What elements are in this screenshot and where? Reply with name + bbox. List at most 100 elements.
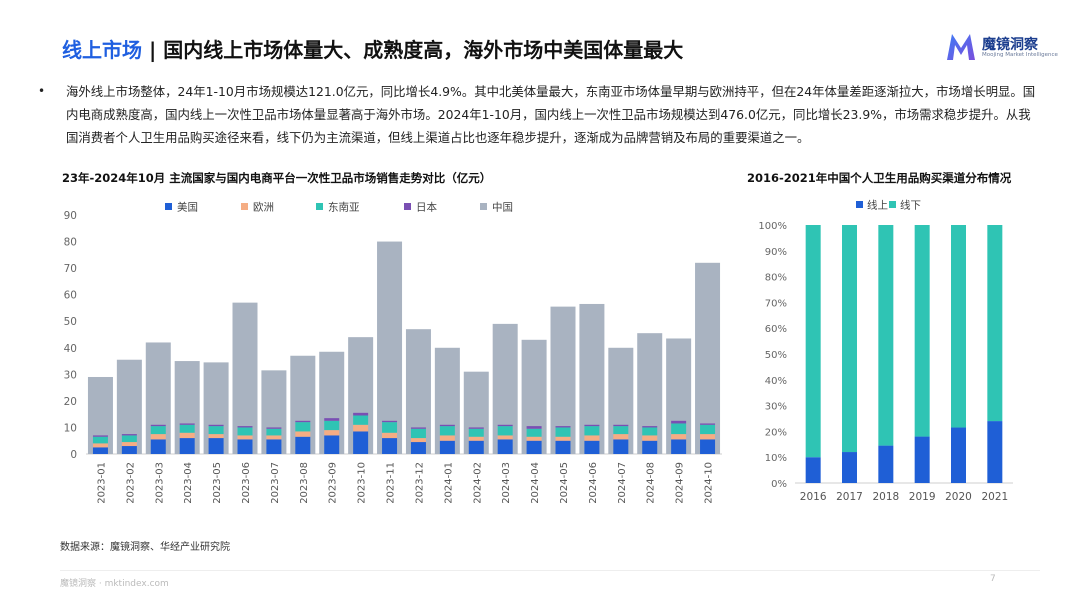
footer-text: 魔镜洞察 · mktindex.com [60, 579, 169, 589]
bar-美国 [555, 440, 571, 454]
x-tick-label: 2024-01 [443, 462, 454, 504]
y-tick-label: 30 [64, 369, 77, 381]
bar-东南亚 [584, 426, 600, 436]
bar-东南亚 [410, 428, 426, 439]
bar-日本 [295, 420, 311, 423]
bar-日本 [671, 420, 687, 424]
x-tick-label: 2017 [836, 491, 863, 503]
x-tick-label: 2023-02 [125, 462, 136, 504]
legend-swatch [856, 201, 863, 208]
data-source: 数据来源：魔镜洞察、华经产业研究院 [60, 542, 230, 553]
bar-欧洲 [266, 435, 282, 440]
x-tick-label: 2023-04 [183, 462, 194, 504]
bar-欧洲 [642, 435, 658, 441]
bar-日本 [121, 434, 137, 436]
legend-swatch [480, 203, 487, 210]
bar-欧洲 [497, 435, 513, 440]
bar-日本 [237, 426, 253, 428]
x-tick-label: 2024-08 [646, 462, 657, 504]
bar-日本 [468, 427, 484, 429]
bar-日本 [613, 424, 629, 427]
y-tick-label: 10 [64, 422, 77, 434]
legend-label: 中国 [492, 201, 513, 214]
legend-swatch [241, 203, 248, 210]
bar-欧洲 [92, 443, 108, 448]
x-tick-label: 2023-03 [154, 462, 165, 504]
bar-美国 [613, 439, 629, 454]
bar-china [377, 241, 403, 454]
bar-线下 [805, 225, 821, 458]
bar-欧洲 [150, 434, 166, 440]
y-tick-label: 80 [64, 237, 77, 249]
chart2-title: 2016-2021年中国个人卫生用品购买渠道分布情况 [747, 171, 1012, 185]
bar-东南亚 [468, 428, 484, 437]
bar-线上 [951, 427, 966, 483]
x-tick-label: 2024-03 [501, 462, 512, 504]
bar-欧洲 [295, 431, 311, 437]
bar-欧洲 [613, 434, 629, 440]
title-text: 国内线上市场体量大、成熟度高，海外市场中美国体量最大 [163, 38, 684, 62]
y-tick-label: 60% [765, 324, 787, 335]
bar-欧洲 [700, 434, 716, 440]
x-tick-label: 2020 [945, 491, 972, 503]
bar-美国 [208, 438, 224, 454]
y-tick-label: 10% [765, 453, 787, 464]
x-tick-label: 2018 [872, 491, 899, 503]
bar-东南亚 [700, 424, 716, 435]
bar-美国 [468, 440, 484, 454]
bar-线上 [987, 421, 1003, 483]
y-tick-label: 30% [765, 402, 787, 413]
bar-日本 [150, 424, 166, 427]
logo-tagline: Moojing Market Intelligence [982, 52, 1058, 58]
bar-日本 [642, 426, 658, 428]
bar-欧洲 [324, 430, 340, 436]
legend-swatch [889, 201, 896, 208]
y-tick-label: 90 [64, 210, 77, 222]
bar-线上 [878, 445, 894, 483]
bar-日本 [324, 418, 340, 421]
y-tick-label: 50 [64, 316, 77, 328]
bar-美国 [700, 439, 716, 454]
bar-欧洲 [353, 424, 369, 432]
bar-线下 [951, 225, 966, 428]
bar-东南亚 [266, 428, 282, 436]
y-tick-label: 80% [765, 273, 787, 284]
y-tick-label: 20 [64, 396, 77, 408]
bar-东南亚 [353, 415, 369, 425]
y-tick-label: 70 [64, 263, 77, 275]
title-highlight: 线上市场 [62, 38, 142, 62]
bar-美国 [410, 442, 426, 454]
bar-日本 [700, 423, 716, 425]
bar-东南亚 [237, 427, 253, 436]
bar-线下 [914, 225, 930, 437]
bar-欧洲 [410, 438, 426, 443]
bar-美国 [121, 446, 137, 454]
chart1-title: 23年-2024年10月 主流国家与国内电商平台一次性卫品市场销售走势对比（亿元… [62, 171, 492, 185]
bar-日本 [92, 435, 108, 437]
bar-东南亚 [613, 426, 629, 435]
bar-东南亚 [179, 424, 195, 433]
bar-美国 [324, 435, 340, 454]
bar-东南亚 [526, 428, 542, 437]
x-tick-label: 2024-09 [675, 462, 686, 504]
x-tick-label: 2016 [800, 491, 827, 503]
legend-swatch [165, 203, 172, 210]
bar-美国 [237, 439, 253, 454]
y-tick-label: 0 [70, 449, 77, 461]
bar-美国 [92, 447, 108, 454]
bar-欧洲 [584, 435, 600, 441]
x-tick-label: 2023-11 [386, 462, 397, 504]
bar-欧洲 [439, 435, 455, 441]
y-tick-label: 20% [765, 427, 787, 438]
legend-label: 美国 [177, 201, 198, 214]
legend-swatch [404, 203, 411, 210]
bar-日本 [439, 424, 455, 427]
logo-name: 魔镜洞察 [982, 37, 1038, 53]
bar-东南亚 [497, 426, 513, 436]
bullet-icon: • [38, 84, 46, 98]
x-tick-label: 2023-05 [212, 462, 223, 504]
bar-东南亚 [92, 436, 108, 444]
bar-线上 [914, 436, 930, 483]
bar-美国 [671, 439, 687, 454]
